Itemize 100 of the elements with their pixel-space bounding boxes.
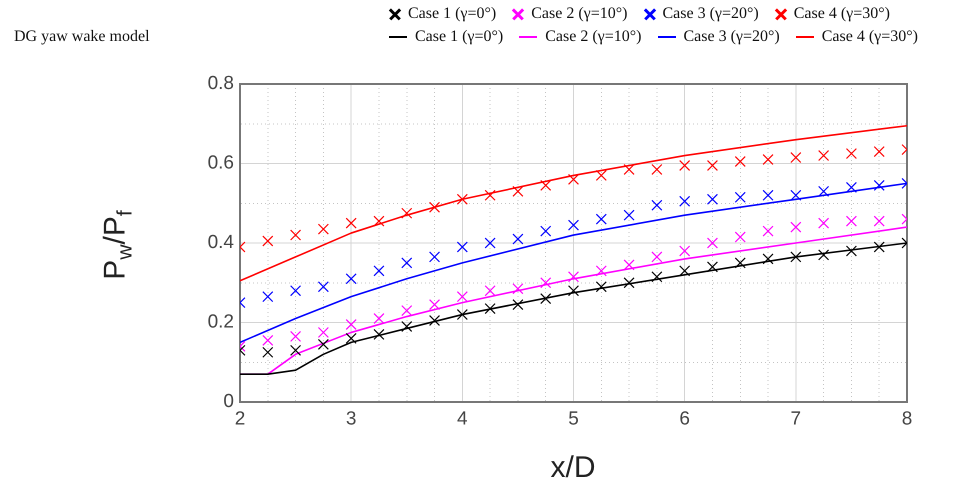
- point: [456, 241, 468, 253]
- point: [428, 314, 440, 326]
- point: [846, 148, 857, 160]
- y-tick-label: 0: [223, 391, 234, 412]
- point: [734, 231, 746, 243]
- point: [318, 338, 329, 350]
- point: [846, 216, 857, 227]
- y-tick-label: 0.4: [208, 232, 234, 254]
- point: [318, 224, 329, 235]
- point: [484, 285, 496, 296]
- point: [401, 208, 412, 219]
- text: DG yaw wake model: [14, 28, 151, 46]
- point: [540, 293, 552, 304]
- point: [373, 312, 385, 324]
- point: [512, 283, 524, 294]
- point: [734, 192, 746, 203]
- point: [428, 202, 440, 213]
- point: [790, 222, 802, 233]
- point: [874, 180, 885, 191]
- point: [373, 216, 385, 227]
- point: [484, 303, 496, 314]
- point: [596, 265, 607, 276]
- point: [540, 180, 552, 191]
- point: [624, 210, 635, 221]
- point: [624, 164, 635, 176]
- y-tick-label: 0.6: [208, 152, 234, 174]
- point: [762, 226, 774, 237]
- point: [318, 281, 329, 292]
- y-tick-label: 0.8: [208, 73, 234, 94]
- point: [568, 285, 580, 296]
- point: [651, 271, 662, 282]
- point: [290, 330, 302, 342]
- point: [456, 309, 468, 320]
- point: [818, 186, 830, 197]
- legend-label: Case 4 (γ=30°): [822, 28, 918, 46]
- point: [401, 305, 412, 316]
- point: [568, 174, 580, 185]
- x-tick-label: 6: [679, 408, 690, 430]
- point: [346, 332, 357, 344]
- point: [651, 251, 662, 262]
- point: [846, 182, 857, 193]
- point: [706, 237, 718, 249]
- x-tick-label: 8: [902, 408, 912, 430]
- point: [874, 241, 885, 253]
- point: [818, 218, 830, 229]
- point: [790, 152, 802, 164]
- x-tick-label: 3: [346, 408, 356, 430]
- point: [346, 218, 357, 229]
- point: [540, 226, 552, 237]
- point: [456, 194, 468, 205]
- point: [596, 214, 607, 225]
- legend-label: Case 4 (γ=30°): [794, 4, 890, 22]
- point: [651, 200, 662, 211]
- legend-label: Case 2 (γ=10°): [531, 4, 628, 22]
- point: [818, 150, 830, 162]
- point: [540, 277, 552, 288]
- x-tick-label: 5: [568, 408, 579, 430]
- point: [762, 253, 774, 264]
- point: [651, 164, 662, 176]
- point: [318, 326, 329, 338]
- point: [346, 318, 357, 330]
- point: [762, 154, 774, 166]
- point: [290, 285, 302, 296]
- point: [790, 251, 802, 262]
- point: [790, 190, 802, 201]
- point: [596, 281, 607, 292]
- point: [290, 344, 302, 356]
- y-tick-label: 0.2: [208, 312, 234, 333]
- legend-label: Case 2 (γ=10°): [545, 28, 642, 46]
- x-tick-label: 2: [234, 408, 246, 430]
- point: [373, 328, 385, 340]
- point: [262, 235, 274, 247]
- point: [624, 277, 635, 288]
- legend-label: Case 3 (γ=20°): [662, 4, 759, 22]
- point: [262, 334, 274, 346]
- point: [401, 257, 412, 268]
- point: [706, 261, 718, 272]
- point: [401, 320, 412, 332]
- point: [568, 220, 580, 231]
- point: [818, 249, 830, 260]
- point: [679, 196, 690, 207]
- point: [706, 194, 718, 205]
- point: [679, 265, 690, 276]
- point: [874, 146, 885, 158]
- point: [762, 190, 774, 201]
- point: [596, 170, 607, 181]
- point: [346, 273, 357, 284]
- point: [262, 346, 274, 358]
- point: [568, 271, 580, 282]
- point: [706, 160, 718, 172]
- x-axis-title: x/D: [550, 451, 596, 483]
- point: [679, 245, 690, 256]
- point: [484, 190, 496, 201]
- point: [846, 245, 857, 256]
- point: [679, 160, 690, 172]
- legend-label: Case 1 (γ=0°): [415, 28, 504, 46]
- point: [734, 156, 746, 168]
- legend-label: Case 3 (γ=20°): [684, 28, 780, 46]
- point: [484, 237, 496, 249]
- point: [428, 251, 440, 262]
